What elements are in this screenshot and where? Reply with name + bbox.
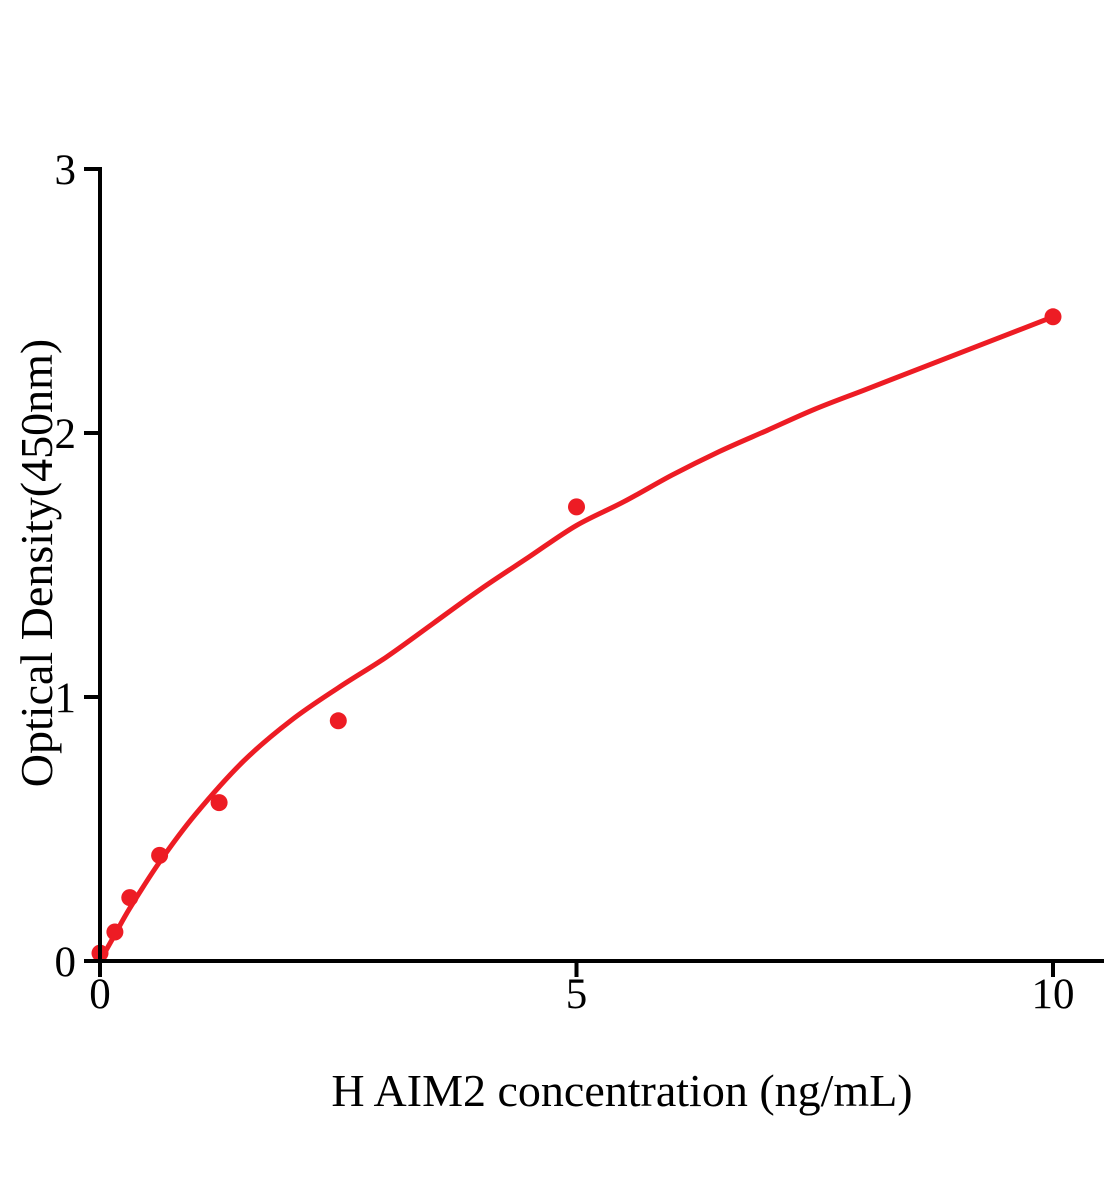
data-point [1044, 308, 1062, 326]
x-axis-title: H AIM2 concentration (ng/mL) [331, 1065, 913, 1116]
fit-curve [97, 314, 1056, 964]
tick-labels-layer: 0 1 2 3 0 5 10 [55, 147, 1075, 1018]
x-tick-label: 5 [566, 971, 588, 1018]
data-points-layer [91, 308, 1062, 962]
data-point [568, 498, 585, 516]
data-point [329, 712, 347, 730]
y-tick-label: 2 [55, 411, 77, 458]
y-tick-label: 3 [55, 147, 77, 194]
y-tick-label: 0 [55, 939, 77, 986]
axes-layer [84, 167, 1104, 977]
x-tick-label: 10 [1032, 971, 1075, 1018]
fit-curve-layer [97, 314, 1056, 964]
data-point [210, 794, 228, 812]
data-point [121, 889, 139, 907]
y-axis-title: Optical Density(450nm) [11, 338, 62, 788]
x-tick-label: 0 [89, 971, 111, 1018]
data-point [151, 846, 169, 864]
y-tick-label: 1 [55, 675, 77, 722]
data-point [106, 923, 124, 941]
